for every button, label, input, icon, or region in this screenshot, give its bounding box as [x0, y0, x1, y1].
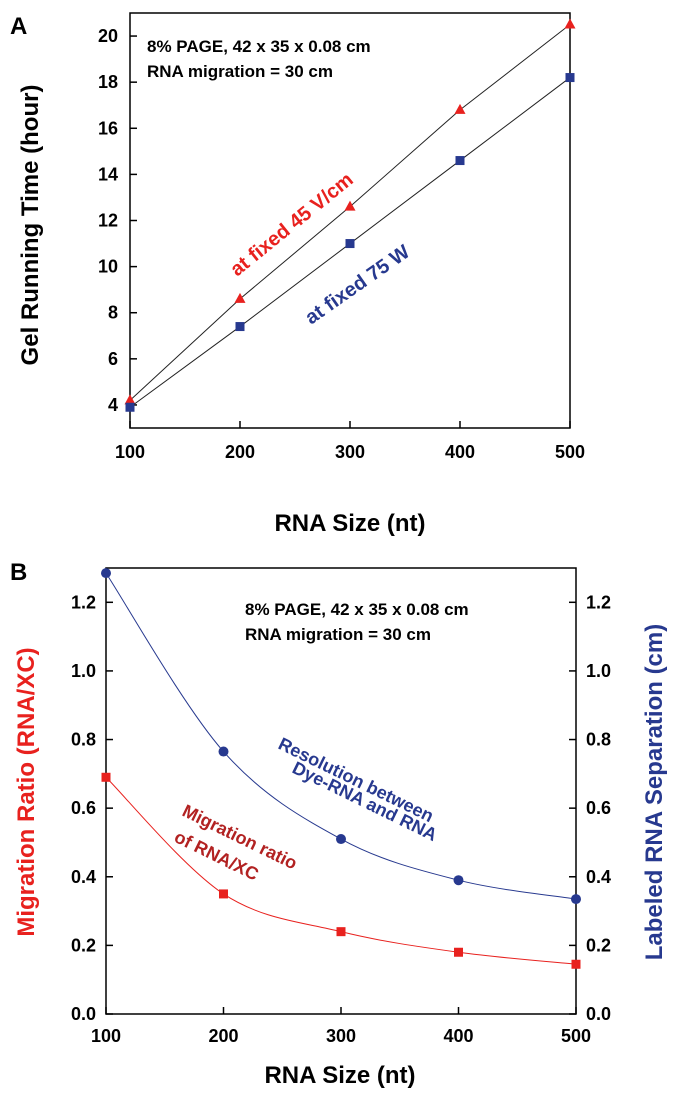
- y-tick-label: 6: [108, 349, 118, 369]
- series-0-point: [454, 103, 466, 114]
- y-tick-label: 18: [98, 72, 118, 92]
- series-0-point: [101, 772, 111, 782]
- series-0-point: [454, 947, 463, 957]
- panel-b-axes: [105, 601, 577, 1015]
- series-1-point: [125, 402, 135, 412]
- right-y-tick-label: 0.2: [586, 935, 611, 955]
- series-1-point: [336, 834, 346, 845]
- left-y-tick-label: 0.6: [71, 798, 96, 818]
- panel-a: A 100 200 300 400 500 4 6 8 10 12 14 16 18 20 8% PAGE…: [10, 12, 585, 537]
- y-tick-label: 16: [98, 118, 118, 138]
- series-0-point: [234, 292, 246, 303]
- right-y-tick-label: 0.0: [586, 1004, 611, 1024]
- x-tick-label: 100: [115, 442, 145, 462]
- panel-a-note-line2: RNA migration = 30 cm: [147, 62, 333, 81]
- x-tick-label: 200: [208, 1026, 238, 1046]
- left-y-tick-label: 0.4: [71, 867, 96, 887]
- series-1-point: [571, 894, 581, 905]
- panel-b-letter: B: [10, 559, 27, 586]
- panel-b-tick-labels: 100 200 300 400 5000.00.20.40.60.81.01.20.00…: [71, 592, 611, 1046]
- series-0-point: [344, 200, 356, 211]
- panel-b-right-y-axis-title: Labeled RNA Separation (cm): [641, 624, 668, 961]
- left-y-tick-label: 1.0: [71, 661, 96, 681]
- panel-a-letter: A: [10, 13, 27, 40]
- x-tick-label: 300: [326, 1026, 356, 1046]
- panel-b-left-y-axis-title: Migration Ratio (RNA/XC): [13, 647, 40, 936]
- x-tick-label: 200: [225, 442, 255, 462]
- panel-a-anno-blue: at fixed 75 W: [301, 241, 414, 329]
- series-1-point: [455, 156, 465, 166]
- panel-a-note-line1: 8% PAGE, 42 x 35 x 0.08 cm: [147, 37, 371, 56]
- right-y-tick-label: 1.0: [586, 661, 611, 681]
- panel-a-series: [124, 18, 576, 412]
- y-tick-label: 20: [98, 26, 118, 46]
- series-0-point: [564, 18, 576, 29]
- left-y-tick-label: 1.2: [71, 592, 96, 612]
- series-0-point: [571, 959, 581, 969]
- series-0-point: [336, 927, 346, 937]
- series-1-point: [218, 746, 229, 757]
- panel-a-tick-labels: 100 200 300 400 500 4 6 8 10 12 14 16 18 20: [98, 26, 585, 462]
- x-tick-label: 500: [555, 442, 585, 462]
- left-y-tick-label: 0.0: [71, 1004, 96, 1024]
- series-1-point: [345, 239, 355, 249]
- x-tick-label: 500: [561, 1026, 591, 1046]
- series-0-point: [124, 394, 136, 405]
- panel-a-axes: [129, 35, 571, 428]
- right-y-tick-label: 0.8: [586, 730, 611, 750]
- series-1-point: [235, 322, 245, 332]
- series-1-point: [565, 73, 575, 83]
- series-1-point: [101, 568, 111, 579]
- left-y-tick-label: 0.2: [71, 935, 96, 955]
- panel-b-series: [101, 568, 581, 969]
- series-line-1: [105, 572, 577, 900]
- left-y-tick-label: 0.8: [71, 730, 96, 750]
- panel-b-note-line2: RNA migration = 30 cm: [245, 625, 431, 644]
- x-tick-label: 300: [335, 442, 365, 462]
- y-tick-label: 4: [108, 395, 118, 415]
- y-tick-label: 10: [98, 257, 118, 277]
- right-y-tick-label: 1.2: [586, 592, 611, 612]
- right-y-tick-label: 0.6: [586, 798, 611, 818]
- y-tick-label: 12: [98, 211, 118, 231]
- y-tick-label: 8: [108, 303, 118, 323]
- panel-a-anno-red: at fixed 45 V/cm: [226, 169, 357, 281]
- panel-b: B 100 200 300 400 5000.00.20.40.60.81.01.20.…: [10, 559, 668, 1089]
- x-tick-label: 400: [445, 442, 475, 462]
- x-tick-label: 100: [91, 1026, 121, 1046]
- right-y-tick-label: 0.4: [586, 867, 611, 887]
- x-tick-label: 400: [443, 1026, 473, 1046]
- series-1-point: [453, 875, 464, 886]
- panel-b-x-axis-title: RNA Size (nt): [264, 1062, 415, 1089]
- panel-a-y-axis-title: Gel Running Time (hour): [17, 85, 44, 366]
- series-0-point: [219, 889, 228, 899]
- y-tick-label: 14: [98, 164, 118, 184]
- series-line-0: [105, 776, 577, 965]
- panel-b-note-line1: 8% PAGE, 42 x 35 x 0.08 cm: [245, 600, 469, 619]
- panel-a-x-axis-title: RNA Size (nt): [274, 510, 425, 537]
